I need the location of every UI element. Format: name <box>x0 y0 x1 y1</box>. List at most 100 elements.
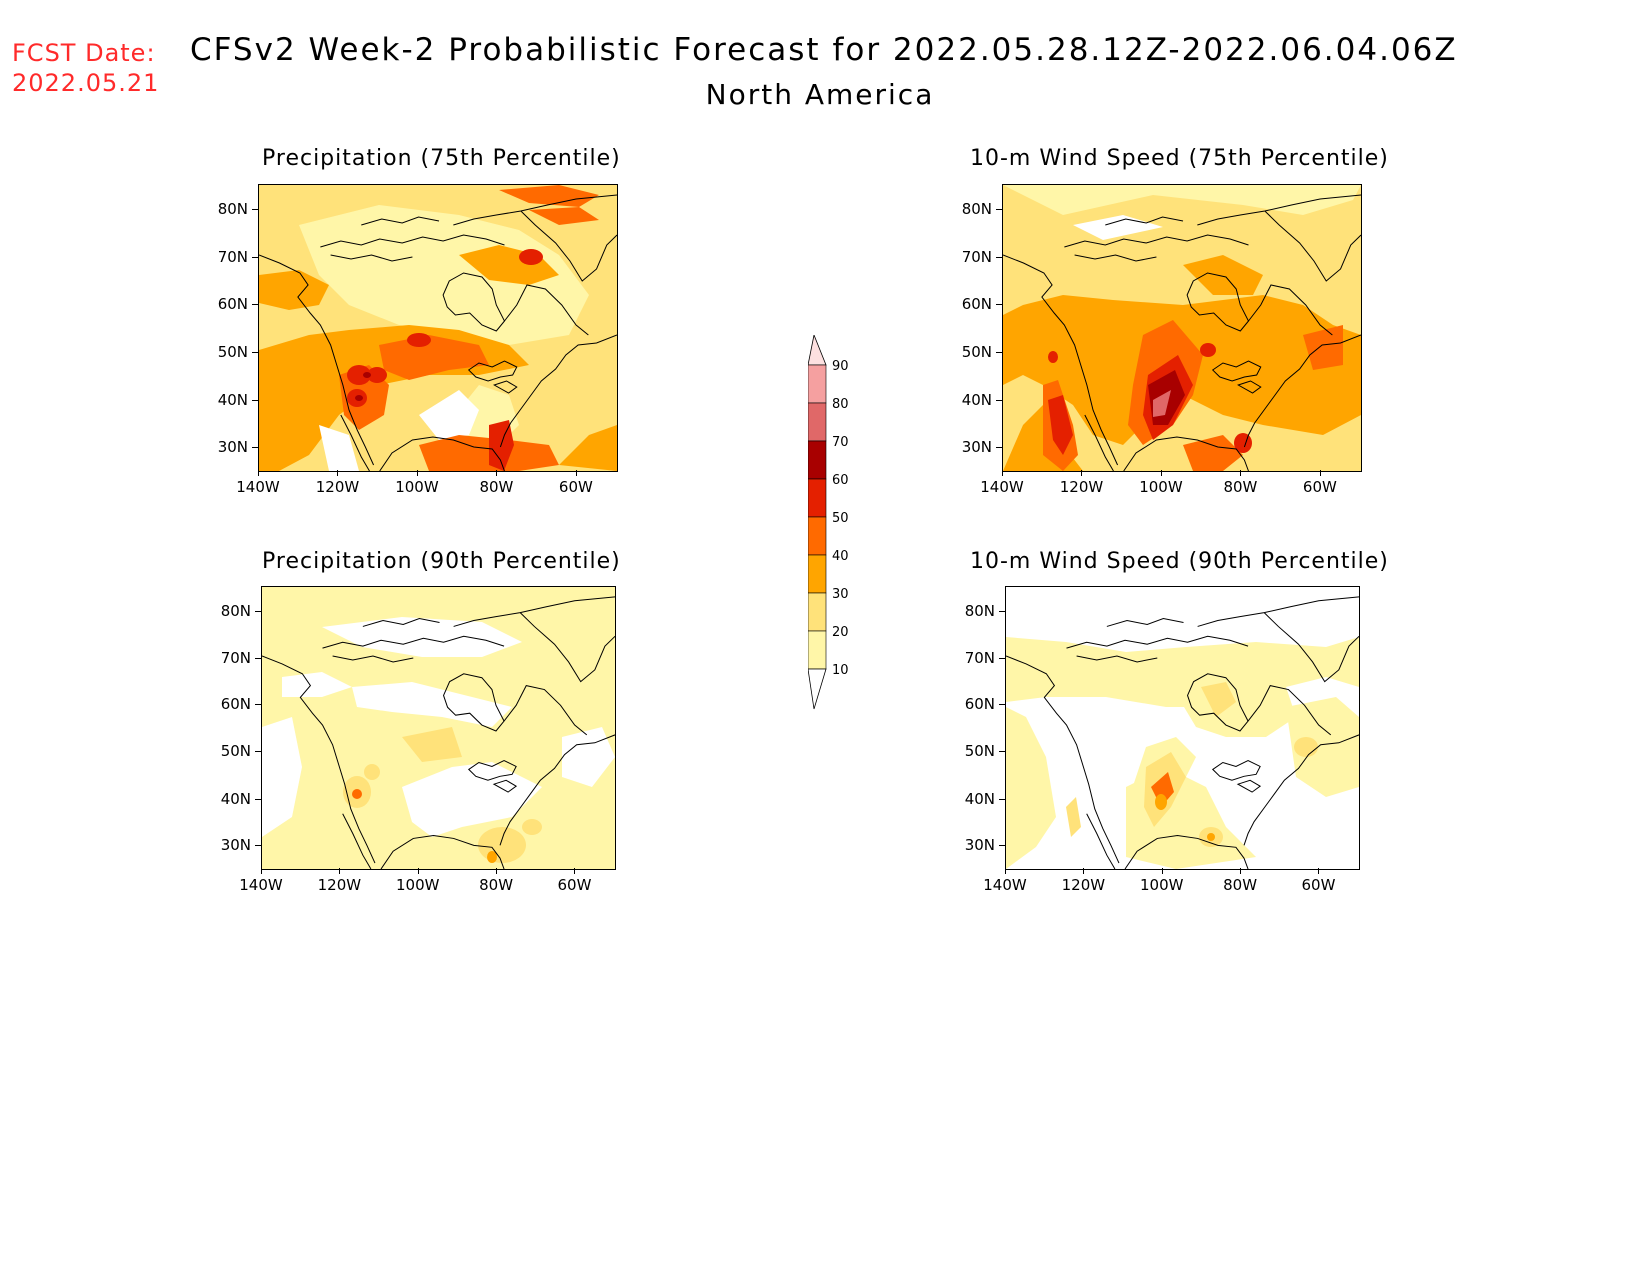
lon-tick <box>337 470 339 476</box>
coastline-segment <box>1085 415 1114 471</box>
lat-label: 60N <box>217 295 248 314</box>
probability-region <box>347 365 371 385</box>
coastline-segment <box>1067 636 1249 648</box>
lat-label: 30N <box>217 438 248 457</box>
lat-tick <box>252 256 258 258</box>
probability-region <box>1048 351 1058 363</box>
probability-region <box>1183 435 1243 471</box>
coastline-segment <box>1107 619 1184 627</box>
coastline-segment <box>494 381 517 393</box>
lat-tick <box>999 610 1005 612</box>
lat-tick <box>996 351 1002 353</box>
lat-tick <box>255 704 261 706</box>
lon-label: 80W <box>479 478 514 496</box>
lon-label: 80W <box>479 876 514 894</box>
lon-tick <box>1081 470 1083 476</box>
coastline-segment <box>1264 613 1359 682</box>
coastline-segment <box>1105 217 1183 225</box>
probability-region <box>1066 797 1081 837</box>
lat-label: 50N <box>964 742 995 761</box>
probability-region <box>1286 697 1359 797</box>
probability-region <box>352 789 362 799</box>
page-subtitle: North America <box>705 78 935 111</box>
probability-region <box>319 425 359 471</box>
coastline-segment <box>494 780 516 792</box>
lon-label: 120W <box>317 876 362 894</box>
colorbar-level-20-30 <box>807 592 827 632</box>
coastline-segment <box>333 656 414 662</box>
lon-tick <box>575 470 577 476</box>
probability-region <box>562 727 615 787</box>
coastline-segment <box>1003 255 1118 465</box>
probability-region <box>1073 215 1163 240</box>
coastline-segment <box>504 285 588 335</box>
colorbar-label-40: 40 <box>832 549 849 564</box>
lat-label: 60N <box>961 295 992 314</box>
map-precip-75 <box>258 184 618 472</box>
probability-region <box>519 249 543 265</box>
probability-region <box>379 335 489 380</box>
lon-label: 100W <box>395 478 439 496</box>
lat-tick <box>999 704 1005 706</box>
lon-tick <box>417 868 419 874</box>
map-canvas-precip-90 <box>262 587 615 869</box>
probability-region <box>367 367 387 383</box>
coastline-segment <box>469 761 516 781</box>
probability-region <box>559 425 617 471</box>
lat-label: 50N <box>217 342 248 361</box>
coastline <box>1006 597 1359 869</box>
coastline-segment <box>454 597 615 627</box>
coastline-segment <box>469 361 517 381</box>
probability-region <box>478 827 526 863</box>
coastline-segment <box>1248 285 1332 335</box>
probability-region <box>364 764 380 780</box>
probability-region <box>299 205 589 345</box>
lat-tick <box>999 751 1005 753</box>
lon-label: 120W <box>315 478 360 496</box>
lat-label: 40N <box>961 390 992 409</box>
lon-tick <box>339 868 341 874</box>
coastline-segment <box>262 656 375 863</box>
probability-region <box>1003 185 1361 215</box>
lon-tick <box>1318 868 1320 874</box>
probability-region <box>499 185 599 207</box>
coastline-segment <box>500 335 617 447</box>
lat-label: 50N <box>961 342 992 361</box>
probability-region <box>363 372 371 378</box>
coastline-segment <box>1077 656 1158 662</box>
probability-region <box>1155 794 1167 810</box>
colorbar-level-80-90 <box>807 364 827 404</box>
lon-label: 120W <box>1059 478 1104 496</box>
colorbar-level-30-40 <box>807 554 827 594</box>
lat-label: 40N <box>217 390 248 409</box>
probability-region <box>1183 255 1263 295</box>
lon-label: 140W <box>980 478 1024 496</box>
coastline-segment <box>320 235 504 247</box>
lon-label: 60W <box>1301 876 1336 894</box>
coastline-segment <box>1238 780 1260 792</box>
coastline-segment <box>1265 211 1361 281</box>
lon-tick <box>1160 470 1162 476</box>
coastline-segment <box>521 211 617 281</box>
lat-label: 80N <box>961 199 992 218</box>
colorbar-level-10-20 <box>807 630 827 670</box>
lon-tick <box>1161 868 1163 874</box>
colorbar-label-10: 10 <box>832 663 849 678</box>
colorbar-bottom-triangle <box>807 668 827 710</box>
probability-region <box>1201 682 1236 717</box>
colorbar-label-20: 20 <box>832 625 849 640</box>
lon-label: 80W <box>1223 478 1258 496</box>
colorbar-level-40-50 <box>807 516 827 556</box>
map-wind-75 <box>1002 184 1362 472</box>
lat-tick <box>996 399 1002 401</box>
lat-label: 50N <box>220 742 251 761</box>
probability-region <box>402 727 462 762</box>
lon-tick <box>1240 470 1242 476</box>
probability-region <box>322 617 522 657</box>
panel-title-precip-75: Precipitation (75th Percentile) <box>262 146 621 171</box>
coastline-segment <box>1238 381 1261 393</box>
coastline-segment <box>341 415 370 471</box>
colorbar-label-30: 30 <box>832 587 849 602</box>
probability-region <box>1153 390 1171 417</box>
coastline-segment <box>1006 656 1119 863</box>
